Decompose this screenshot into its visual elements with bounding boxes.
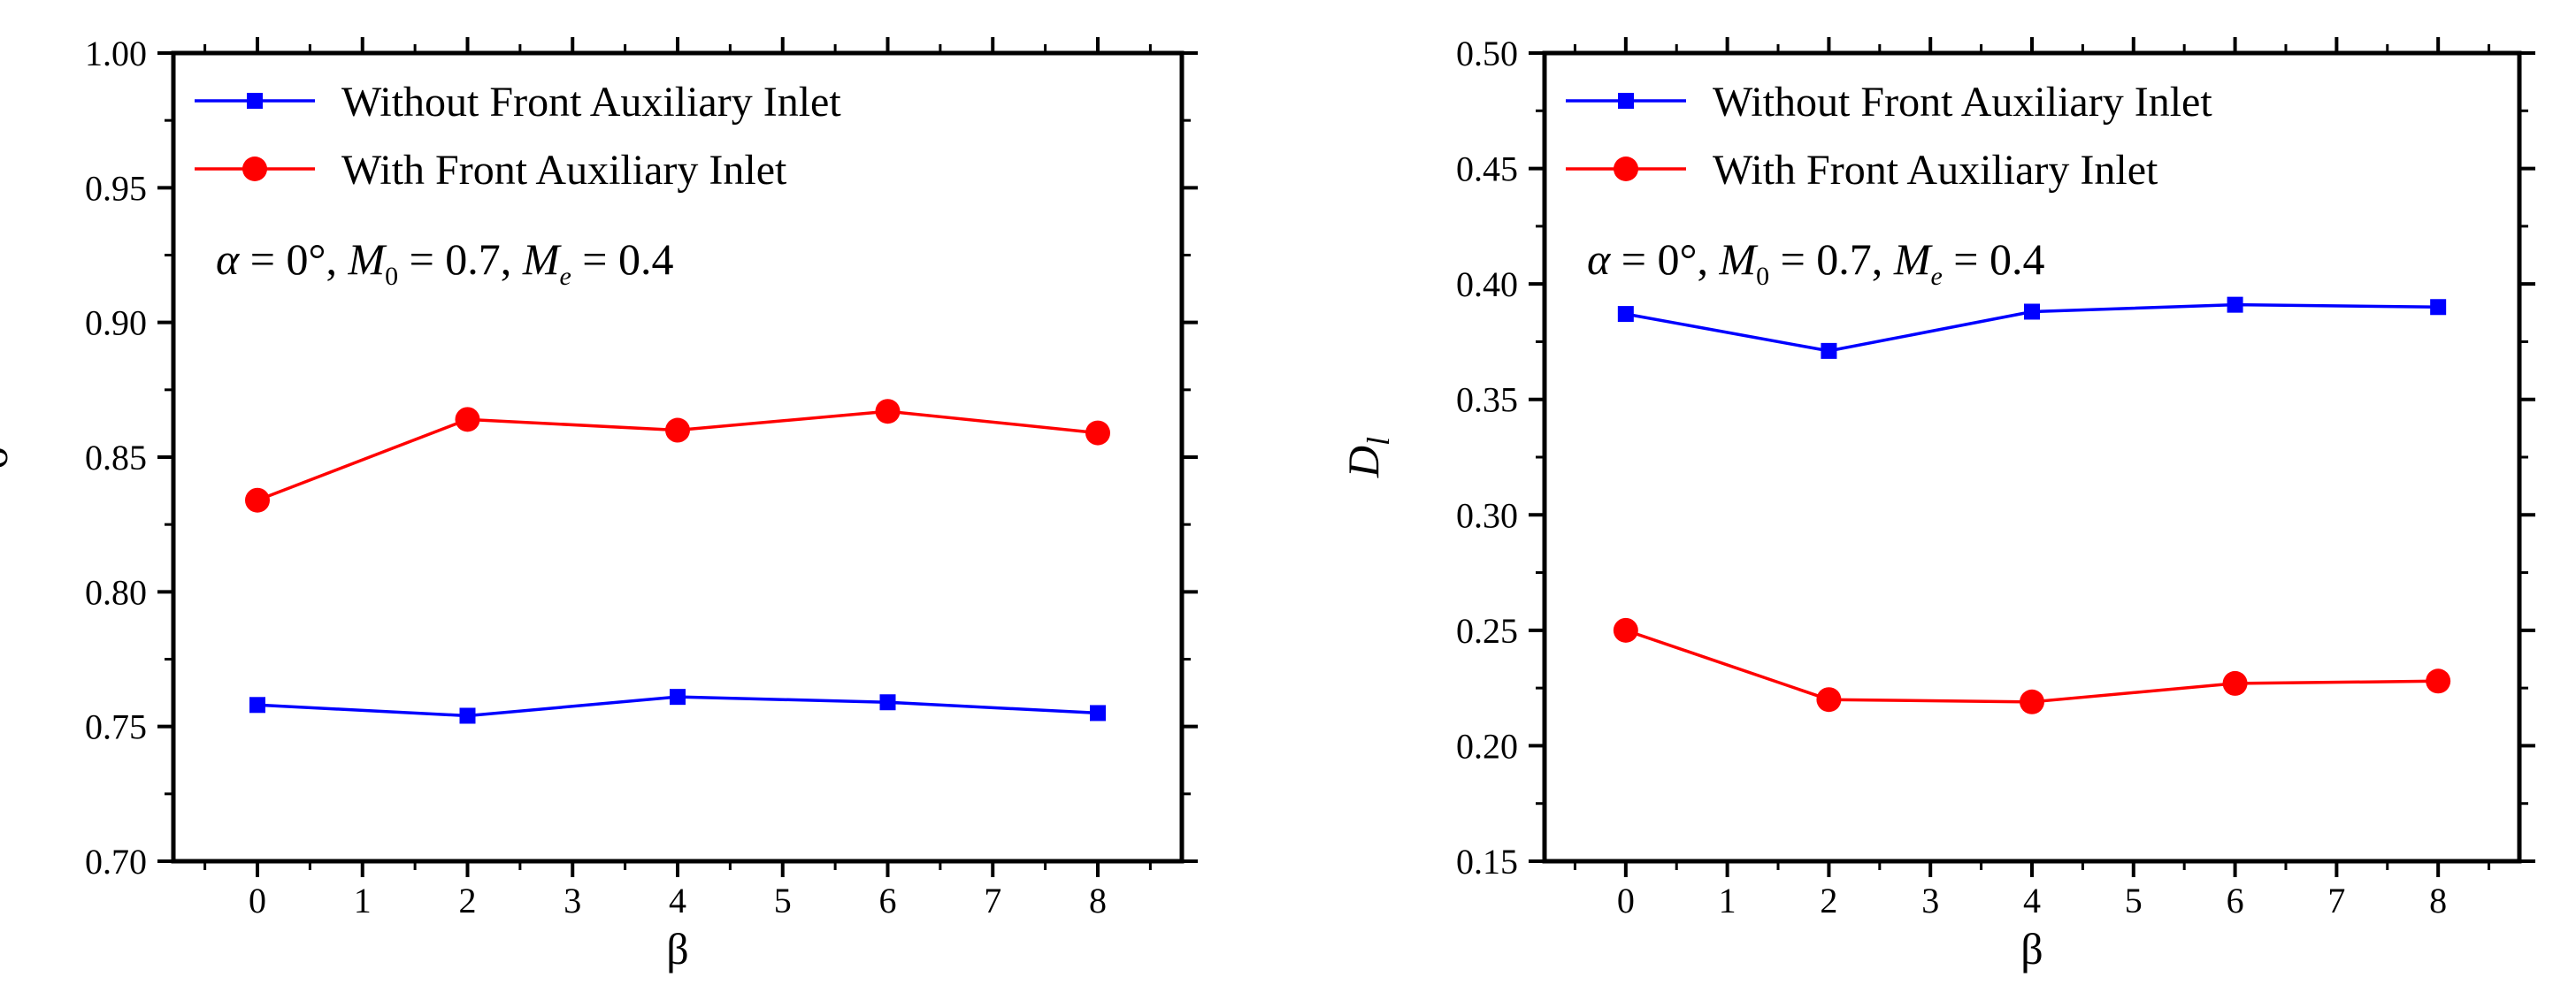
series-2-point — [455, 407, 480, 432]
x-tick-label: 1 — [354, 881, 372, 920]
legend-marker-square — [247, 93, 263, 109]
x-tick-label: 6 — [879, 881, 897, 920]
x-tick-label: 5 — [2125, 881, 2143, 920]
y-tick-label: 0.45 — [1456, 149, 1518, 189]
y-tick-label: 0.35 — [1456, 380, 1518, 420]
condition-annotation: α = 0°, M0 = 0.7, Me = 0.4 — [1587, 234, 2045, 291]
series-2-point — [665, 417, 690, 443]
x-axis-title: β — [666, 924, 688, 974]
x-tick-label: 1 — [1719, 881, 1736, 920]
y-tick-label: 0.20 — [1456, 726, 1518, 766]
y-tick-label: 0.70 — [85, 842, 147, 882]
x-tick-label: 5 — [774, 881, 792, 920]
x-tick-label: 8 — [1089, 881, 1107, 920]
y-tick-label: 0.50 — [1456, 34, 1518, 73]
y-axis-title: Dl — [1338, 437, 1396, 478]
y-axis-title: σ — [0, 445, 17, 469]
series-1-point — [2227, 296, 2243, 313]
y-tick-label: 0.80 — [85, 572, 147, 612]
series-1-point — [879, 694, 896, 711]
y-tick-label: 0.30 — [1456, 495, 1518, 535]
series-1-point — [459, 707, 476, 724]
series-1-point — [1090, 705, 1106, 722]
y-tick-label: 0.25 — [1456, 611, 1518, 651]
legend-marker-circle — [1614, 157, 1638, 181]
condition-annotation: α = 0°, M0 = 0.7, Me = 0.4 — [216, 234, 674, 291]
x-axis-title: β — [2020, 924, 2043, 974]
legend-marker-circle — [242, 157, 267, 181]
x-tick-label: 6 — [2227, 881, 2244, 920]
series-2-point — [1613, 617, 1638, 643]
series-1-point — [2024, 303, 2040, 320]
series-2-point — [245, 487, 270, 513]
series-2-point — [2020, 689, 2044, 714]
legend-label: Without Front Auxiliary Inlet — [341, 79, 841, 126]
series-1-point — [249, 697, 265, 714]
y-tick-label: 0.75 — [85, 707, 147, 747]
legend-label: With Front Auxiliary Inlet — [341, 147, 787, 194]
legend: Without Front Auxiliary Inlet With Front … — [1566, 79, 2212, 194]
x-tick-label: 7 — [2327, 881, 2345, 920]
series-2-point — [2222, 670, 2248, 696]
y-tick-label: 0.85 — [85, 438, 147, 477]
x-tick-label: 2 — [459, 881, 477, 920]
series-1-point — [670, 689, 686, 706]
series-2-point — [2426, 668, 2451, 694]
x-tick-label: 3 — [1921, 881, 1939, 920]
legend-marker-square — [1618, 93, 1634, 109]
x-tick-label: 4 — [2023, 881, 2041, 920]
chart-panel-2: 0 1 2 3 4 5 6 7 8 0.15 0.20 0.25 0.30 0.35 0.40 0.45 0.5… — [1338, 34, 2535, 974]
legend-label: With Front Auxiliary Inlet — [1713, 147, 2158, 194]
series-1-point — [1617, 306, 1634, 323]
x-tick-label: 4 — [669, 881, 686, 920]
legend-label: Without Front Auxiliary Inlet — [1713, 79, 2212, 126]
series-1-point — [2430, 299, 2447, 316]
y-tick-label: 0.90 — [85, 303, 147, 343]
legend: Without Front Auxiliary Inlet With Front … — [195, 79, 841, 194]
x-tick-label: 8 — [2429, 881, 2447, 920]
y-tick-label: 0.40 — [1456, 264, 1518, 304]
chart-panel-1: 0 1 2 3 4 5 6 7 8 0.70 0.75 0.80 0.85 0.90 0.95 1.00 β σ W… — [0, 34, 1198, 974]
y-tick-label: 0.95 — [85, 168, 147, 208]
series-2-point — [1085, 420, 1110, 446]
y-tick-label: 0.15 — [1456, 842, 1518, 882]
x-tick-label: 3 — [564, 881, 581, 920]
x-tick-label: 0 — [1617, 881, 1635, 920]
x-tick-label: 2 — [1820, 881, 1837, 920]
series-2-point — [1816, 687, 1842, 713]
y-tick-label: 1.00 — [85, 34, 147, 73]
series-2-point — [875, 399, 901, 424]
series-1-point — [1821, 342, 1837, 359]
x-tick-label: 7 — [984, 881, 1001, 920]
x-tick-label: 0 — [249, 881, 266, 920]
